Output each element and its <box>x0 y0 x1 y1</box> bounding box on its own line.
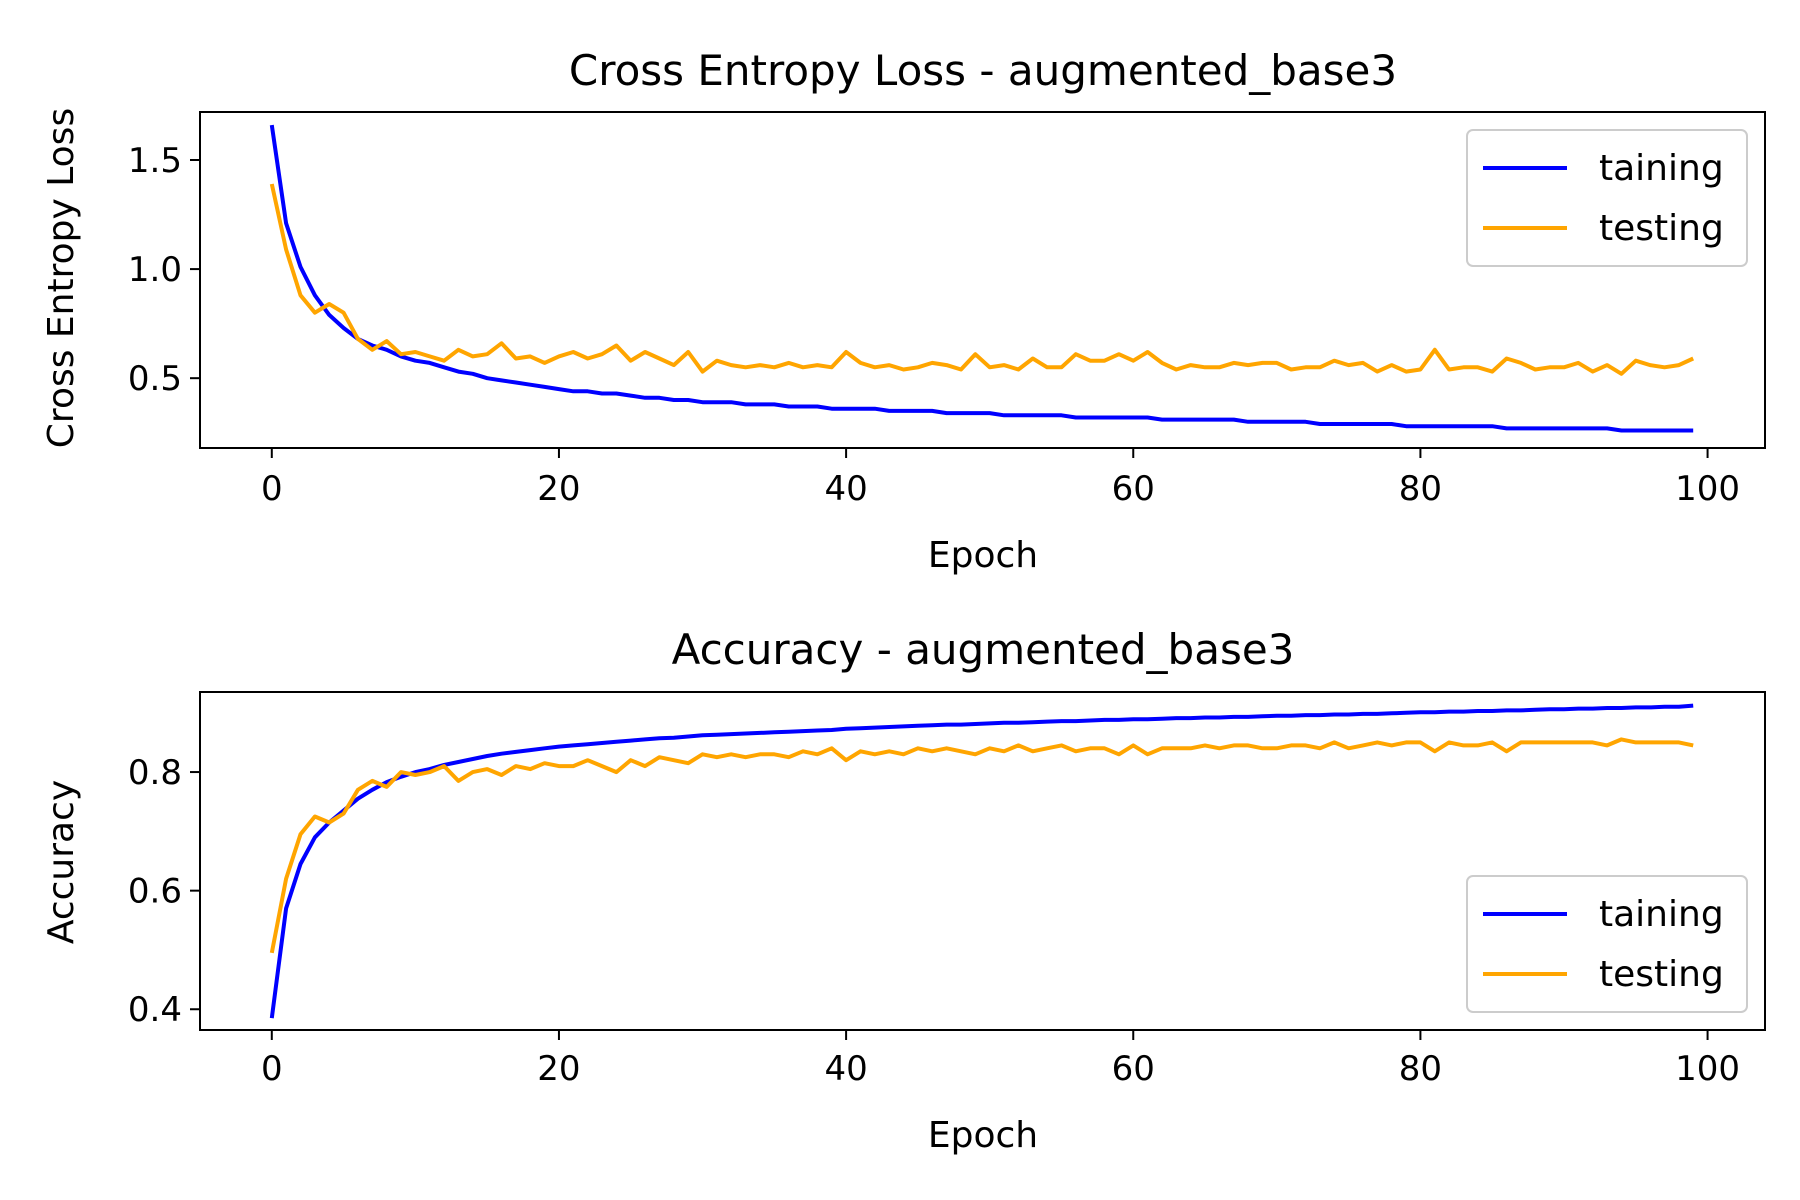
loss-x-tick-label: 80 <box>1399 469 1442 509</box>
loss-y-axis-label: Cross Entropy Loss <box>41 108 82 448</box>
accuracy-y-tick-label: 0.8 <box>128 753 182 793</box>
loss-plot-area <box>269 124 1695 433</box>
loss-subplot: Cross Entropy Loss - augmented_base3 Epo… <box>41 46 1766 576</box>
accuracy-y-axis-label: Accuracy <box>41 780 82 944</box>
loss-axes-frame <box>199 111 1766 449</box>
accuracy-chart-title: Accuracy - augmented_base3 <box>672 625 1295 674</box>
loss-legend-label-taining: taining <box>1599 148 1724 189</box>
loss-y-tick-label: 1.5 <box>128 141 182 181</box>
loss-y-tick-label: 0.5 <box>128 359 182 399</box>
loss-legend: taining testing <box>1466 129 1748 267</box>
accuracy-x-tick-label: 40 <box>824 1049 867 1089</box>
accuracy-legend-label-taining: taining <box>1599 894 1724 935</box>
loss-x-tick-label: 20 <box>537 469 580 509</box>
accuracy-legend-label-testing: testing <box>1599 954 1724 995</box>
accuracy-series-line-taining <box>269 703 1694 1019</box>
accuracy-x-axis-label: Epoch <box>928 1115 1038 1156</box>
accuracy-x-tick-label: 0 <box>261 1049 283 1089</box>
loss-x-tick-label: 60 <box>1112 469 1155 509</box>
loss-ticks: 0 20 40 60 80 100 0.5 1.0 1.5 <box>128 141 1740 509</box>
accuracy-x-tick-label: 100 <box>1675 1049 1740 1089</box>
accuracy-series-line-testing <box>269 737 1694 954</box>
loss-chart-title: Cross Entropy Loss - augmented_base3 <box>569 46 1397 95</box>
accuracy-axes-frame <box>199 691 1766 1031</box>
accuracy-y-tick-label: 0.6 <box>128 872 182 912</box>
accuracy-x-tick-label: 20 <box>537 1049 580 1089</box>
accuracy-subplot: Accuracy - augmented_base3 Epoch Accurac… <box>41 625 1766 1156</box>
loss-x-tick-label: 0 <box>261 469 283 509</box>
accuracy-legend-box <box>1466 875 1748 1013</box>
loss-y-tick-label: 1.0 <box>128 250 182 290</box>
accuracy-plot-area <box>269 703 1694 1019</box>
loss-x-axis-label: Epoch <box>928 535 1038 576</box>
loss-legend-label-testing: testing <box>1599 208 1724 249</box>
loss-x-tick-label: 40 <box>824 469 867 509</box>
accuracy-ticks: 0 20 40 60 80 100 0.4 0.6 0.8 <box>128 753 1740 1089</box>
accuracy-x-tick-label: 80 <box>1399 1049 1442 1089</box>
loss-series-line-testing <box>269 183 1695 376</box>
loss-x-tick-label: 100 <box>1675 469 1740 509</box>
accuracy-y-tick-label: 0.4 <box>128 990 182 1030</box>
loss-legend-box <box>1466 129 1748 267</box>
accuracy-legend: taining testing <box>1466 875 1748 1013</box>
accuracy-x-tick-label: 60 <box>1112 1049 1155 1089</box>
loss-series-line-taining <box>269 124 1694 433</box>
